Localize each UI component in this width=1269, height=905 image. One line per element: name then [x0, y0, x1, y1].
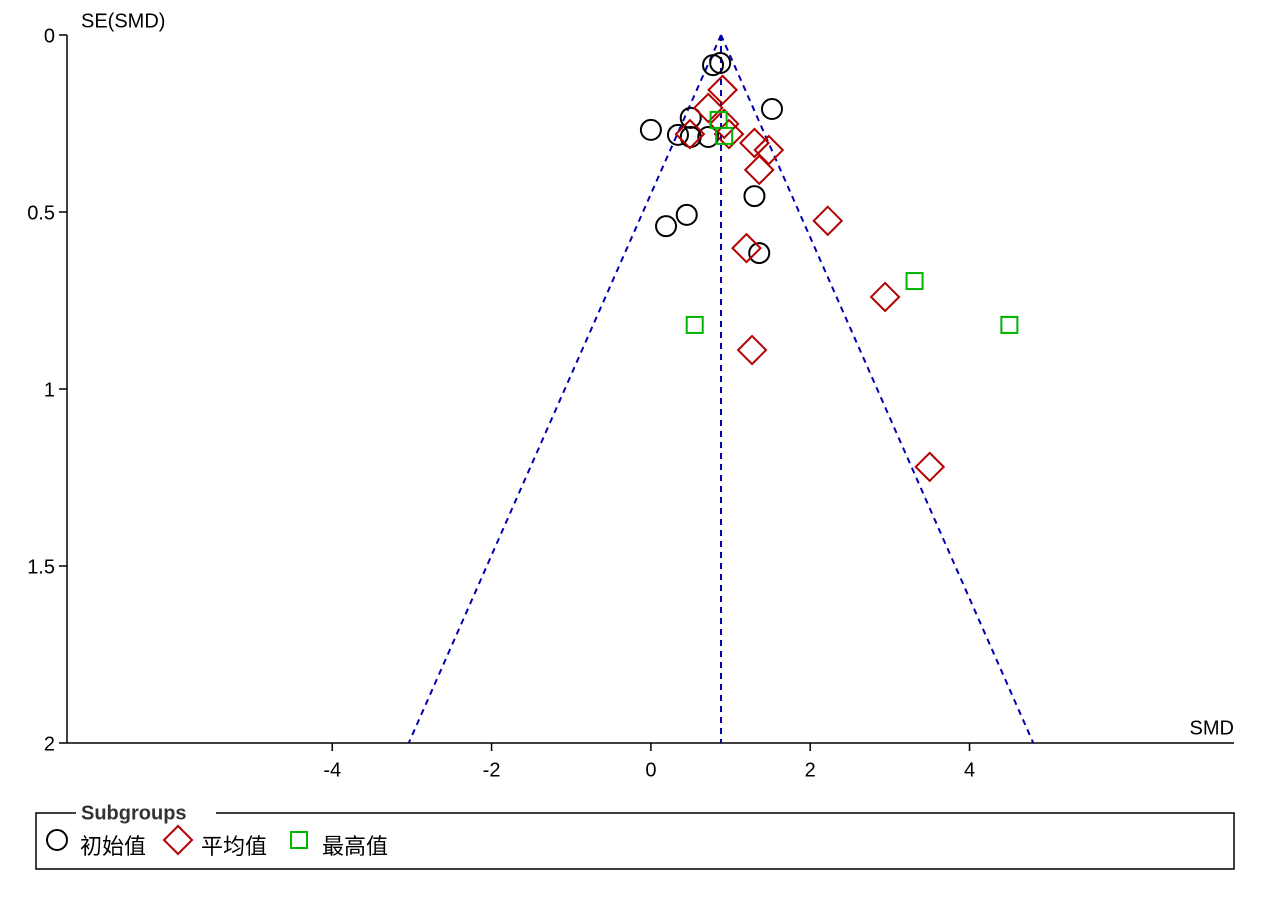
funnel-left: [407, 34, 722, 744]
point: [869, 281, 901, 313]
point: [692, 92, 724, 124]
legend-title-bg: [76, 800, 216, 824]
point: [753, 134, 785, 166]
y-tick-label: 1: [44, 379, 55, 401]
x-tick-label: 2: [805, 759, 816, 781]
x-tick-label: -2: [483, 759, 501, 781]
y-axis-title: SE(SMD): [81, 10, 165, 32]
funnel-right: [720, 34, 1035, 744]
point: [715, 126, 734, 145]
y-tick-label: 0.5: [27, 202, 55, 224]
legend-box: [35, 812, 1235, 870]
legend-label: 初始值: [80, 835, 146, 860]
point: [731, 232, 762, 264]
point: [639, 118, 662, 141]
point: [739, 127, 770, 159]
x-tick-label: -4: [323, 759, 341, 781]
point: [713, 118, 745, 150]
x-tick-label: 0: [645, 759, 656, 781]
point: [812, 205, 844, 237]
point: [685, 315, 704, 334]
point: [707, 74, 739, 106]
x-tick-label: 4: [964, 759, 975, 781]
point: [748, 242, 771, 265]
point: [914, 451, 946, 483]
y-tick-label: 0: [44, 25, 55, 47]
point: [743, 185, 766, 208]
point: [674, 118, 706, 150]
legend-marker: [290, 831, 309, 849]
point: [666, 123, 689, 146]
point: [736, 334, 768, 366]
y-tick-label: 2: [44, 733, 55, 755]
point: [702, 54, 725, 77]
point: [675, 203, 698, 226]
y-tick-label: 1.5: [27, 556, 55, 578]
point: [1000, 315, 1019, 334]
legend-label: 平均值: [201, 835, 267, 860]
legend-label: 最高值: [322, 835, 388, 860]
legend-marker: [46, 829, 68, 851]
legend-marker: [162, 824, 194, 856]
point: [655, 215, 678, 238]
point: [905, 272, 924, 291]
legend-title: Subgroups: [81, 802, 187, 824]
point: [743, 154, 775, 186]
point: [760, 97, 783, 120]
point: [708, 108, 740, 140]
x-axis-title: SMD: [1190, 717, 1234, 739]
